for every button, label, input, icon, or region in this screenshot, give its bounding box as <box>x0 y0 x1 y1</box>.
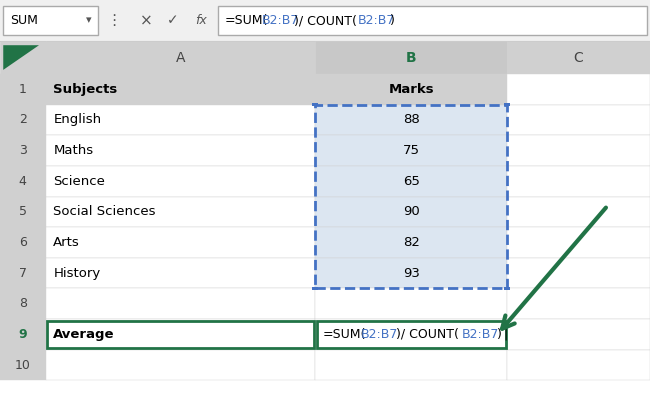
FancyBboxPatch shape <box>507 289 650 319</box>
Text: =SUM(: =SUM( <box>224 14 268 27</box>
FancyBboxPatch shape <box>46 105 315 135</box>
Text: |: | <box>504 328 508 341</box>
Text: ▾: ▾ <box>86 16 92 25</box>
Text: 93: 93 <box>403 267 419 279</box>
Text: B2:B7: B2:B7 <box>358 14 395 27</box>
FancyBboxPatch shape <box>46 227 315 258</box>
Text: 7: 7 <box>19 267 27 279</box>
Text: B: B <box>406 51 417 65</box>
Text: 82: 82 <box>403 236 419 249</box>
Text: 90: 90 <box>403 206 419 218</box>
Text: 88: 88 <box>403 113 419 127</box>
Text: fx: fx <box>196 14 207 27</box>
Text: B2:B7: B2:B7 <box>262 14 299 27</box>
FancyBboxPatch shape <box>46 166 315 196</box>
Text: )/ COUNT(: )/ COUNT( <box>396 328 459 341</box>
Text: 65: 65 <box>403 175 419 188</box>
FancyBboxPatch shape <box>315 227 507 258</box>
FancyBboxPatch shape <box>315 135 507 166</box>
Text: A: A <box>176 51 185 65</box>
Text: History: History <box>53 267 101 279</box>
FancyBboxPatch shape <box>507 74 650 105</box>
FancyBboxPatch shape <box>315 258 507 289</box>
FancyBboxPatch shape <box>46 258 315 289</box>
Text: C: C <box>573 51 584 65</box>
Text: Average: Average <box>53 328 115 341</box>
Text: Subjects: Subjects <box>53 83 118 96</box>
Text: 10: 10 <box>15 358 31 372</box>
FancyBboxPatch shape <box>315 74 507 105</box>
FancyBboxPatch shape <box>507 258 650 289</box>
FancyBboxPatch shape <box>46 319 315 350</box>
Text: Maths: Maths <box>53 144 94 157</box>
FancyBboxPatch shape <box>315 105 507 135</box>
Text: 75: 75 <box>402 144 420 157</box>
Text: 5: 5 <box>19 206 27 218</box>
Text: 9: 9 <box>18 328 27 341</box>
FancyBboxPatch shape <box>312 103 318 106</box>
FancyBboxPatch shape <box>507 135 650 166</box>
FancyBboxPatch shape <box>0 319 46 350</box>
FancyBboxPatch shape <box>315 41 507 74</box>
FancyBboxPatch shape <box>0 74 46 105</box>
FancyBboxPatch shape <box>507 196 650 227</box>
FancyBboxPatch shape <box>0 196 46 227</box>
Text: 3: 3 <box>19 144 27 157</box>
Text: =SUM(: =SUM( <box>323 328 367 341</box>
FancyBboxPatch shape <box>507 105 650 135</box>
FancyBboxPatch shape <box>0 227 46 258</box>
FancyBboxPatch shape <box>507 319 650 350</box>
Text: Marks: Marks <box>388 83 434 96</box>
FancyBboxPatch shape <box>46 289 315 319</box>
FancyBboxPatch shape <box>46 41 315 74</box>
FancyBboxPatch shape <box>312 286 318 290</box>
Text: 2: 2 <box>19 113 27 127</box>
FancyBboxPatch shape <box>0 105 46 135</box>
FancyBboxPatch shape <box>46 196 315 227</box>
Text: 6: 6 <box>19 236 27 249</box>
FancyBboxPatch shape <box>46 135 315 166</box>
FancyBboxPatch shape <box>0 350 46 380</box>
FancyBboxPatch shape <box>507 166 650 196</box>
Text: ×: × <box>140 13 153 28</box>
Text: SUM: SUM <box>10 14 38 27</box>
FancyBboxPatch shape <box>315 350 507 380</box>
FancyBboxPatch shape <box>315 289 507 319</box>
FancyBboxPatch shape <box>507 41 650 74</box>
Text: ): ) <box>497 328 502 341</box>
FancyBboxPatch shape <box>46 74 315 105</box>
FancyBboxPatch shape <box>507 227 650 258</box>
FancyBboxPatch shape <box>218 6 647 35</box>
Text: )/ COUNT(: )/ COUNT( <box>294 14 358 27</box>
FancyBboxPatch shape <box>46 350 315 380</box>
FancyBboxPatch shape <box>315 166 507 196</box>
Polygon shape <box>3 45 39 70</box>
Text: English: English <box>53 113 101 127</box>
Text: 8: 8 <box>19 297 27 310</box>
Text: Arts: Arts <box>53 236 80 249</box>
Text: B2:B7: B2:B7 <box>462 328 499 341</box>
FancyBboxPatch shape <box>3 6 98 35</box>
Text: ): ) <box>390 14 395 27</box>
Text: B2:B7: B2:B7 <box>361 328 398 341</box>
Text: 4: 4 <box>19 175 27 188</box>
Text: 1: 1 <box>19 83 27 96</box>
Text: ✓: ✓ <box>166 14 178 28</box>
FancyBboxPatch shape <box>0 0 650 41</box>
Text: Social Sciences: Social Sciences <box>53 206 156 218</box>
FancyBboxPatch shape <box>0 166 46 196</box>
FancyBboxPatch shape <box>315 196 507 227</box>
FancyBboxPatch shape <box>0 41 46 74</box>
FancyBboxPatch shape <box>504 103 510 106</box>
Text: Science: Science <box>53 175 105 188</box>
FancyBboxPatch shape <box>504 286 510 290</box>
FancyBboxPatch shape <box>0 258 46 289</box>
FancyBboxPatch shape <box>315 319 507 350</box>
FancyBboxPatch shape <box>507 350 650 380</box>
FancyBboxPatch shape <box>0 135 46 166</box>
Text: ⋮: ⋮ <box>106 13 122 28</box>
FancyBboxPatch shape <box>0 289 46 319</box>
